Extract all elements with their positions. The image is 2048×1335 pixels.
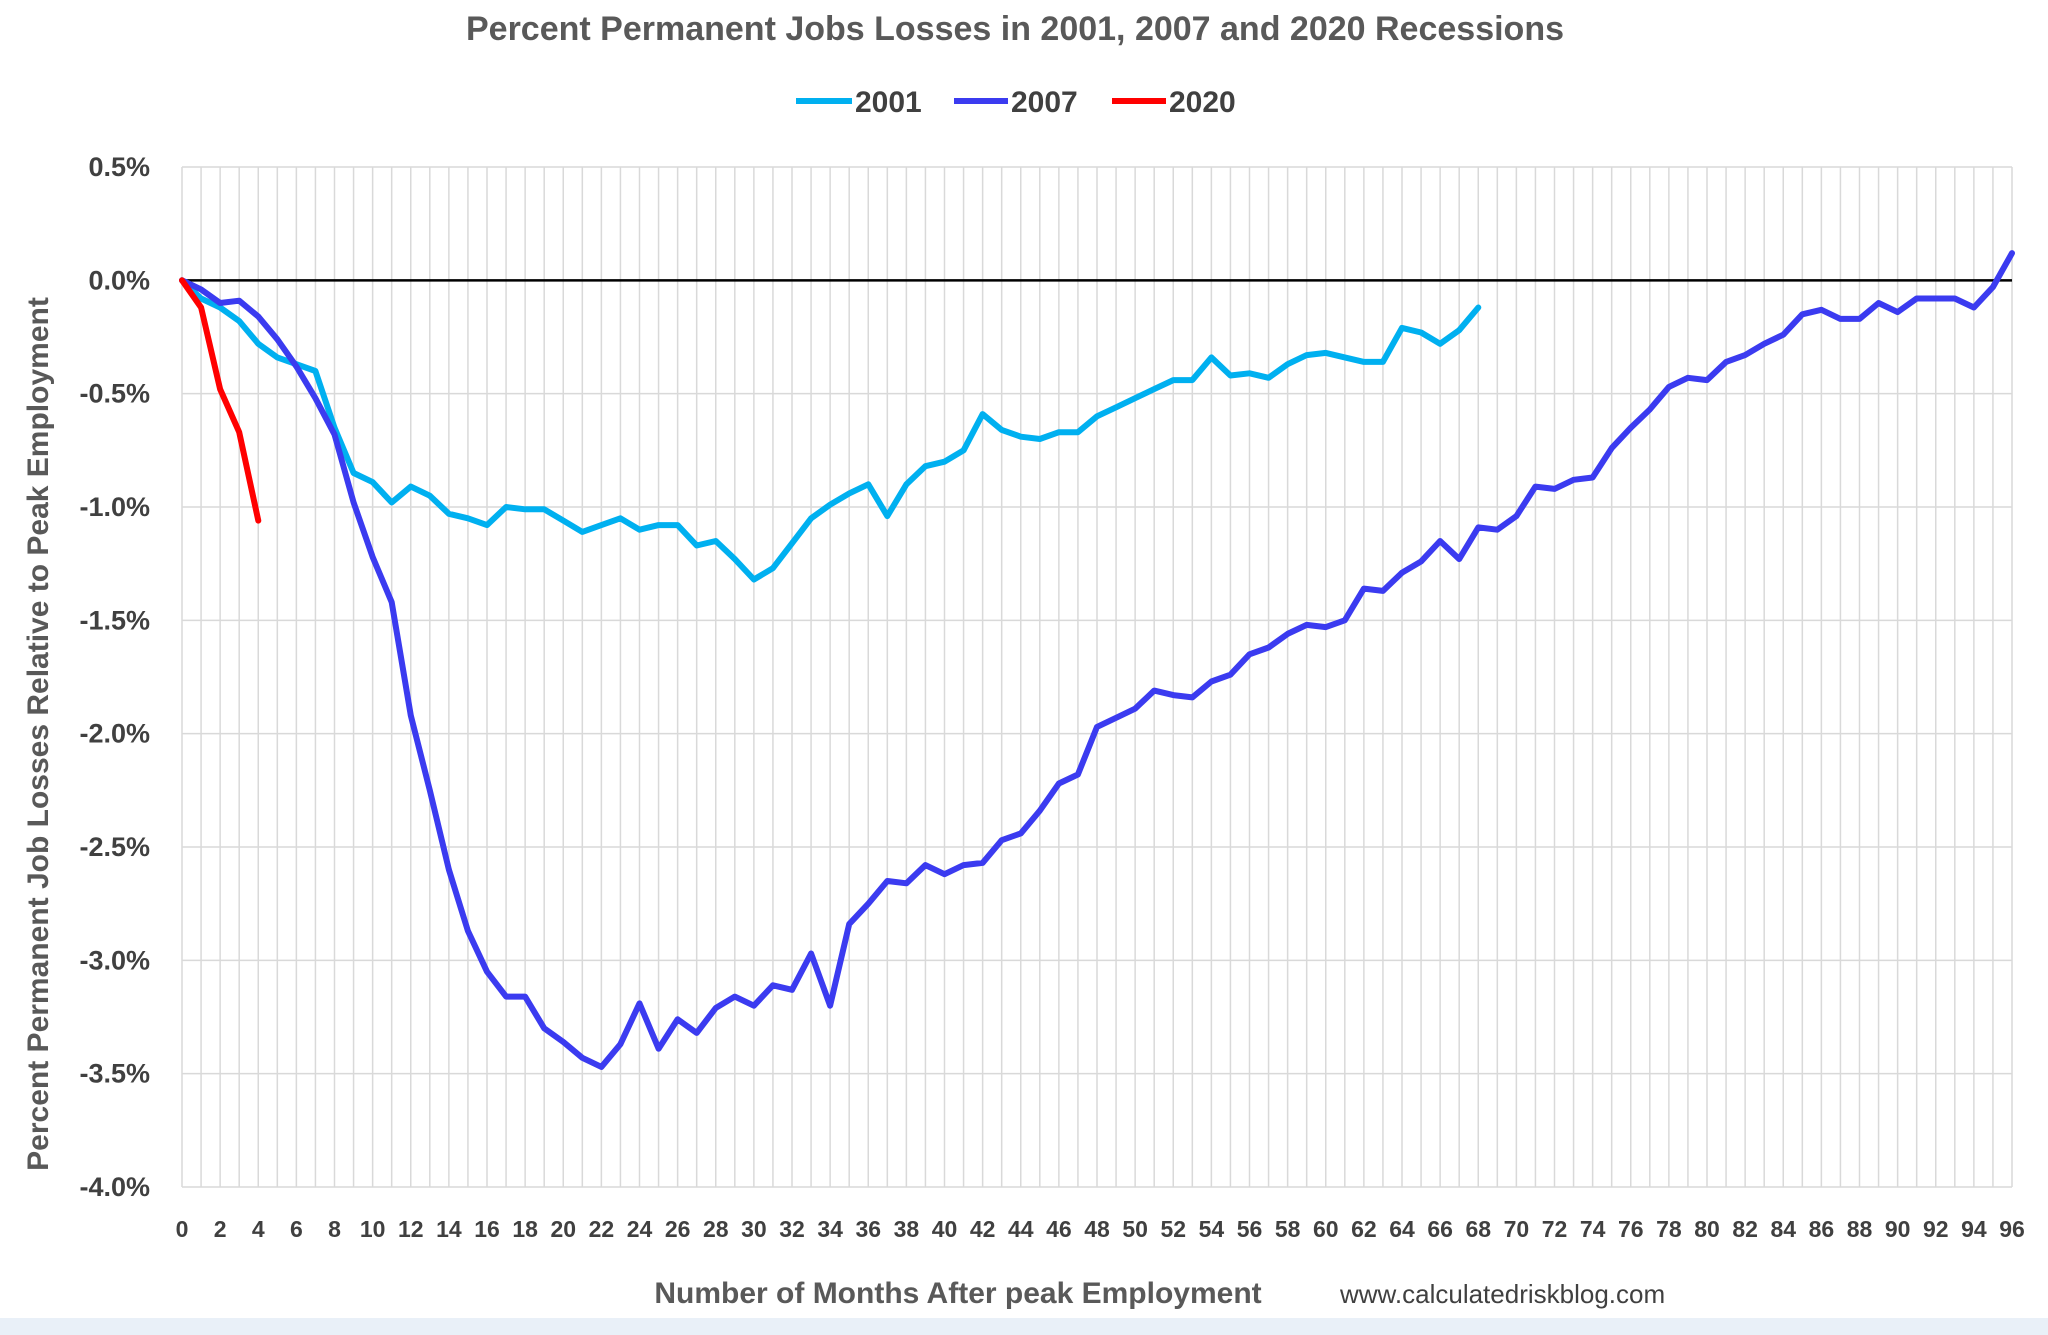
x-axis-ticks: 0 2 4 6 8 10 12 14 16 18 20 22 24 26 28 30 32 34 36 38 40 42 4… [176,1216,2025,1242]
x-tick-label: 56 [1237,1216,1263,1242]
y-tick-label: -4.0% [79,1172,150,1202]
x-tick-label: 12 [398,1216,424,1242]
x-tick-label: 62 [1351,1216,1377,1242]
x-tick-label: 76 [1618,1216,1644,1242]
y-tick-label: -1.0% [79,492,150,522]
x-tick-label: 86 [1809,1216,1835,1242]
legend: 2001 2007 2020 [796,86,1236,119]
x-tick-label: 58 [1275,1216,1301,1242]
x-tick-label: 40 [932,1216,958,1242]
x-tick-label: 24 [627,1216,653,1242]
x-tick-label: 18 [512,1216,538,1242]
x-tick-label: 22 [589,1216,615,1242]
x-tick-label: 20 [550,1216,576,1242]
x-tick-label: 26 [665,1216,691,1242]
gridlines [181,166,2013,1188]
series-line-2020 [179,277,262,524]
series-line-2001 [179,277,1482,583]
y-tick-label: 0.5% [88,152,150,182]
x-tick-label: 92 [1923,1216,1949,1242]
x-tick-label: 70 [1504,1216,1530,1242]
x-tick-label: 78 [1656,1216,1682,1242]
source-credit: www.calculatedriskblog.com [1339,1279,1665,1309]
x-tick-label: 72 [1542,1216,1568,1242]
x-tick-label: 90 [1885,1216,1911,1242]
x-tick-label: 32 [779,1216,805,1242]
x-tick-label: 84 [1770,1216,1796,1242]
series-line-2007 [179,250,2015,1070]
y-tick-label: -2.0% [79,719,150,749]
x-tick-label: 66 [1427,1216,1453,1242]
x-tick-label: 54 [1199,1216,1225,1242]
x-tick-label: 52 [1160,1216,1186,1242]
chart-title: Percent Permanent Jobs Losses in 2001, 2… [466,10,1564,48]
y-tick-label: -3.0% [79,945,150,975]
x-tick-label: 74 [1580,1216,1606,1242]
series-lines [179,250,2015,1070]
x-tick-label: 46 [1046,1216,1072,1242]
x-tick-label: 42 [970,1216,996,1242]
legend-item-2007: 2007 [954,86,1078,119]
legend-label-2001: 2001 [855,86,922,119]
x-tick-label: 8 [328,1216,341,1242]
x-tick-label: 50 [1122,1216,1148,1242]
x-tick-label: 48 [1084,1216,1110,1242]
x-tick-label: 82 [1732,1216,1758,1242]
legend-item-2001: 2001 [796,86,922,119]
y-tick-label: -0.5% [79,379,150,409]
y-axis-ticks: 0.5% 0.0% -0.5% -1.0% -1.5% -2.0% -2.5% -3.0% -3… [79,152,150,1202]
x-tick-label: 36 [855,1216,881,1242]
x-tick-label: 2 [214,1216,227,1242]
y-tick-label: -2.5% [79,832,150,862]
x-tick-label: 28 [703,1216,729,1242]
x-tick-label: 38 [894,1216,920,1242]
y-tick-label: 0.0% [88,265,150,295]
y-tick-label: -1.5% [79,605,150,635]
x-tick-label: 14 [436,1216,462,1242]
x-tick-label: 16 [474,1216,500,1242]
x-tick-label: 94 [1961,1216,1987,1242]
x-tick-label: 10 [360,1216,386,1242]
x-tick-label: 6 [290,1216,303,1242]
legend-label-2020: 2020 [1169,86,1236,119]
x-tick-label: 30 [741,1216,767,1242]
x-tick-label: 80 [1694,1216,1720,1242]
legend-label-2007: 2007 [1011,86,1078,119]
legend-item-2020: 2020 [1112,86,1236,119]
x-tick-label: 60 [1313,1216,1339,1242]
x-tick-label: 4 [252,1216,265,1242]
x-axis-title: Number of Months After peak Employment [654,1277,1261,1310]
y-axis-title: Percent Permanent Job Losses Relative to… [22,297,55,1171]
x-tick-label: 64 [1389,1216,1415,1242]
x-tick-label: 44 [1008,1216,1034,1242]
x-tick-label: 0 [176,1216,189,1242]
x-tick-label: 88 [1847,1216,1873,1242]
x-tick-label: 96 [1999,1216,2025,1242]
x-tick-label: 68 [1465,1216,1491,1242]
x-tick-label: 34 [817,1216,843,1242]
y-tick-label: -3.5% [79,1059,150,1089]
